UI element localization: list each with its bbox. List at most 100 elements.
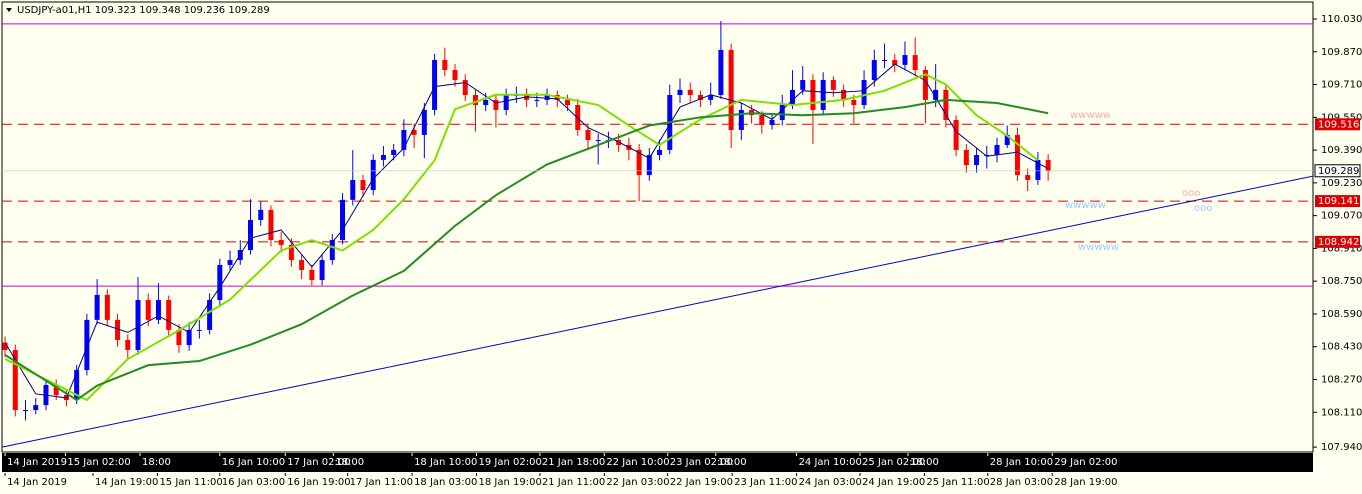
candle-body xyxy=(503,94,509,110)
candle-body xyxy=(380,155,386,160)
candle-body xyxy=(687,89,693,95)
candle-body xyxy=(636,149,642,176)
annotation: ooo xyxy=(1182,188,1200,199)
candle-body xyxy=(994,144,1000,156)
x-tick-label: 18 Jan 03:00 xyxy=(414,477,477,488)
candle-body xyxy=(871,59,877,81)
y-tick-label: 110.030 xyxy=(1321,14,1362,25)
candle-body xyxy=(810,80,816,110)
candle-body xyxy=(411,130,417,135)
y-tick-label: 108.270 xyxy=(1321,374,1362,385)
candle-body xyxy=(350,179,356,200)
y-tick-label: 108.430 xyxy=(1321,342,1362,353)
level-label: 108.942 xyxy=(1318,237,1359,248)
candle-body xyxy=(902,55,908,65)
candle-body xyxy=(483,99,489,106)
candle-body xyxy=(1014,134,1020,176)
candle-body xyxy=(115,319,121,340)
x-tick-label: 18 Jan 19:00 xyxy=(478,477,541,488)
candle-body xyxy=(104,294,110,320)
x-tick-label: 22 Jan 03:00 xyxy=(606,477,669,488)
candle-body xyxy=(974,155,980,166)
x-tick-label: 19 Jan 02:00 xyxy=(478,457,541,468)
candle-body xyxy=(155,300,161,320)
candle-body xyxy=(544,94,550,100)
level-label: 109.141 xyxy=(1318,196,1359,207)
candle-body xyxy=(524,94,530,100)
x-tick-label: 29 Jan 02:00 xyxy=(1054,457,1117,468)
x-tick-label: 22 Jan 19:00 xyxy=(670,477,733,488)
chart-title: USDJPY-a01,H1 109.323 109.348 109.236 10… xyxy=(17,5,270,16)
x-tick-label: 21 Jan 18:00 xyxy=(542,457,605,468)
x-tick-label: 16 Jan 10:00 xyxy=(222,457,285,468)
x-tick-label: 17 Jan 02:00 xyxy=(287,457,350,468)
y-tick-label: 109.710 xyxy=(1321,80,1362,91)
y-tick-label: 109.070 xyxy=(1321,211,1362,222)
candle-body xyxy=(718,49,724,95)
x-tick-label: 16 Jan 03:00 xyxy=(222,477,285,488)
y-tick-label: 107.940 xyxy=(1321,442,1362,453)
candle-body xyxy=(247,219,253,251)
candle-body xyxy=(94,294,100,320)
y-tick-label: 109.390 xyxy=(1321,145,1362,156)
candle-body xyxy=(176,329,182,346)
y-tick-label: 108.590 xyxy=(1321,309,1362,320)
candle-body xyxy=(820,80,826,110)
candle-body xyxy=(922,70,928,100)
x-tick-label: 18:00 xyxy=(910,457,939,468)
candle-body xyxy=(391,149,397,156)
candle-body xyxy=(585,130,591,141)
x-tick-label: 17 Jan 11:00 xyxy=(350,477,413,488)
x-tick-label: 23 Jan 02:00 xyxy=(670,457,733,468)
x-tick-label: 23 Jan 11:00 xyxy=(734,477,797,488)
candle-body xyxy=(882,59,888,61)
x-tick-label: 16 Jan 19:00 xyxy=(287,477,350,488)
x-tick-label: 18 Jan 10:00 xyxy=(414,457,477,468)
annotation: wwwww xyxy=(1078,242,1119,253)
x-tick-label: 24 Jan 19:00 xyxy=(862,477,925,488)
menu-arrow xyxy=(6,8,12,12)
level-label: 109.516 xyxy=(1318,119,1359,130)
time-bar xyxy=(2,453,1313,472)
x-tick-label: 14 Jan 19:00 xyxy=(95,477,158,488)
level-label-box xyxy=(1315,118,1360,131)
x-tick-label: 24 Jan 10:00 xyxy=(799,457,862,468)
x-tick-label: 25 Jan 11:00 xyxy=(926,477,989,488)
candle-body xyxy=(309,269,315,280)
candle-body xyxy=(145,300,151,320)
level-label-box xyxy=(1315,195,1360,208)
x-tick-label: 14 Jan 2019 xyxy=(7,457,67,468)
candle-body xyxy=(892,59,898,65)
candle-body xyxy=(1045,159,1051,171)
candle-body xyxy=(217,264,223,301)
x-tick-label: 15 Jan 02:00 xyxy=(67,457,130,468)
candle-body xyxy=(12,349,18,411)
candle-body xyxy=(984,155,990,157)
candle-body xyxy=(953,119,959,150)
y-tick-label: 109.230 xyxy=(1321,178,1362,189)
last-price-label: 109.289 xyxy=(1318,166,1359,177)
candle-body xyxy=(646,155,652,176)
annotation: wwwww xyxy=(1065,200,1106,211)
candle-body xyxy=(340,199,346,241)
x-tick-label: 21 Jan 11:00 xyxy=(542,477,605,488)
x-tick-label: 25 Jan 02:00 xyxy=(862,457,925,468)
candle-body xyxy=(657,149,663,156)
candle-body xyxy=(319,260,325,280)
candle-body xyxy=(595,140,601,142)
candle-body xyxy=(278,240,284,245)
candle-body xyxy=(943,89,949,120)
x-tick-label: 18:00 xyxy=(142,457,171,468)
candle-body xyxy=(442,59,448,71)
candle-body xyxy=(616,140,622,145)
candle-body xyxy=(738,109,744,131)
candle-body xyxy=(841,89,847,100)
candle-body xyxy=(462,80,468,95)
x-tick-label: 22 Jan 10:00 xyxy=(606,457,669,468)
candle-body xyxy=(728,49,734,131)
moving-average xyxy=(4,73,1039,402)
candle-body xyxy=(912,55,918,71)
